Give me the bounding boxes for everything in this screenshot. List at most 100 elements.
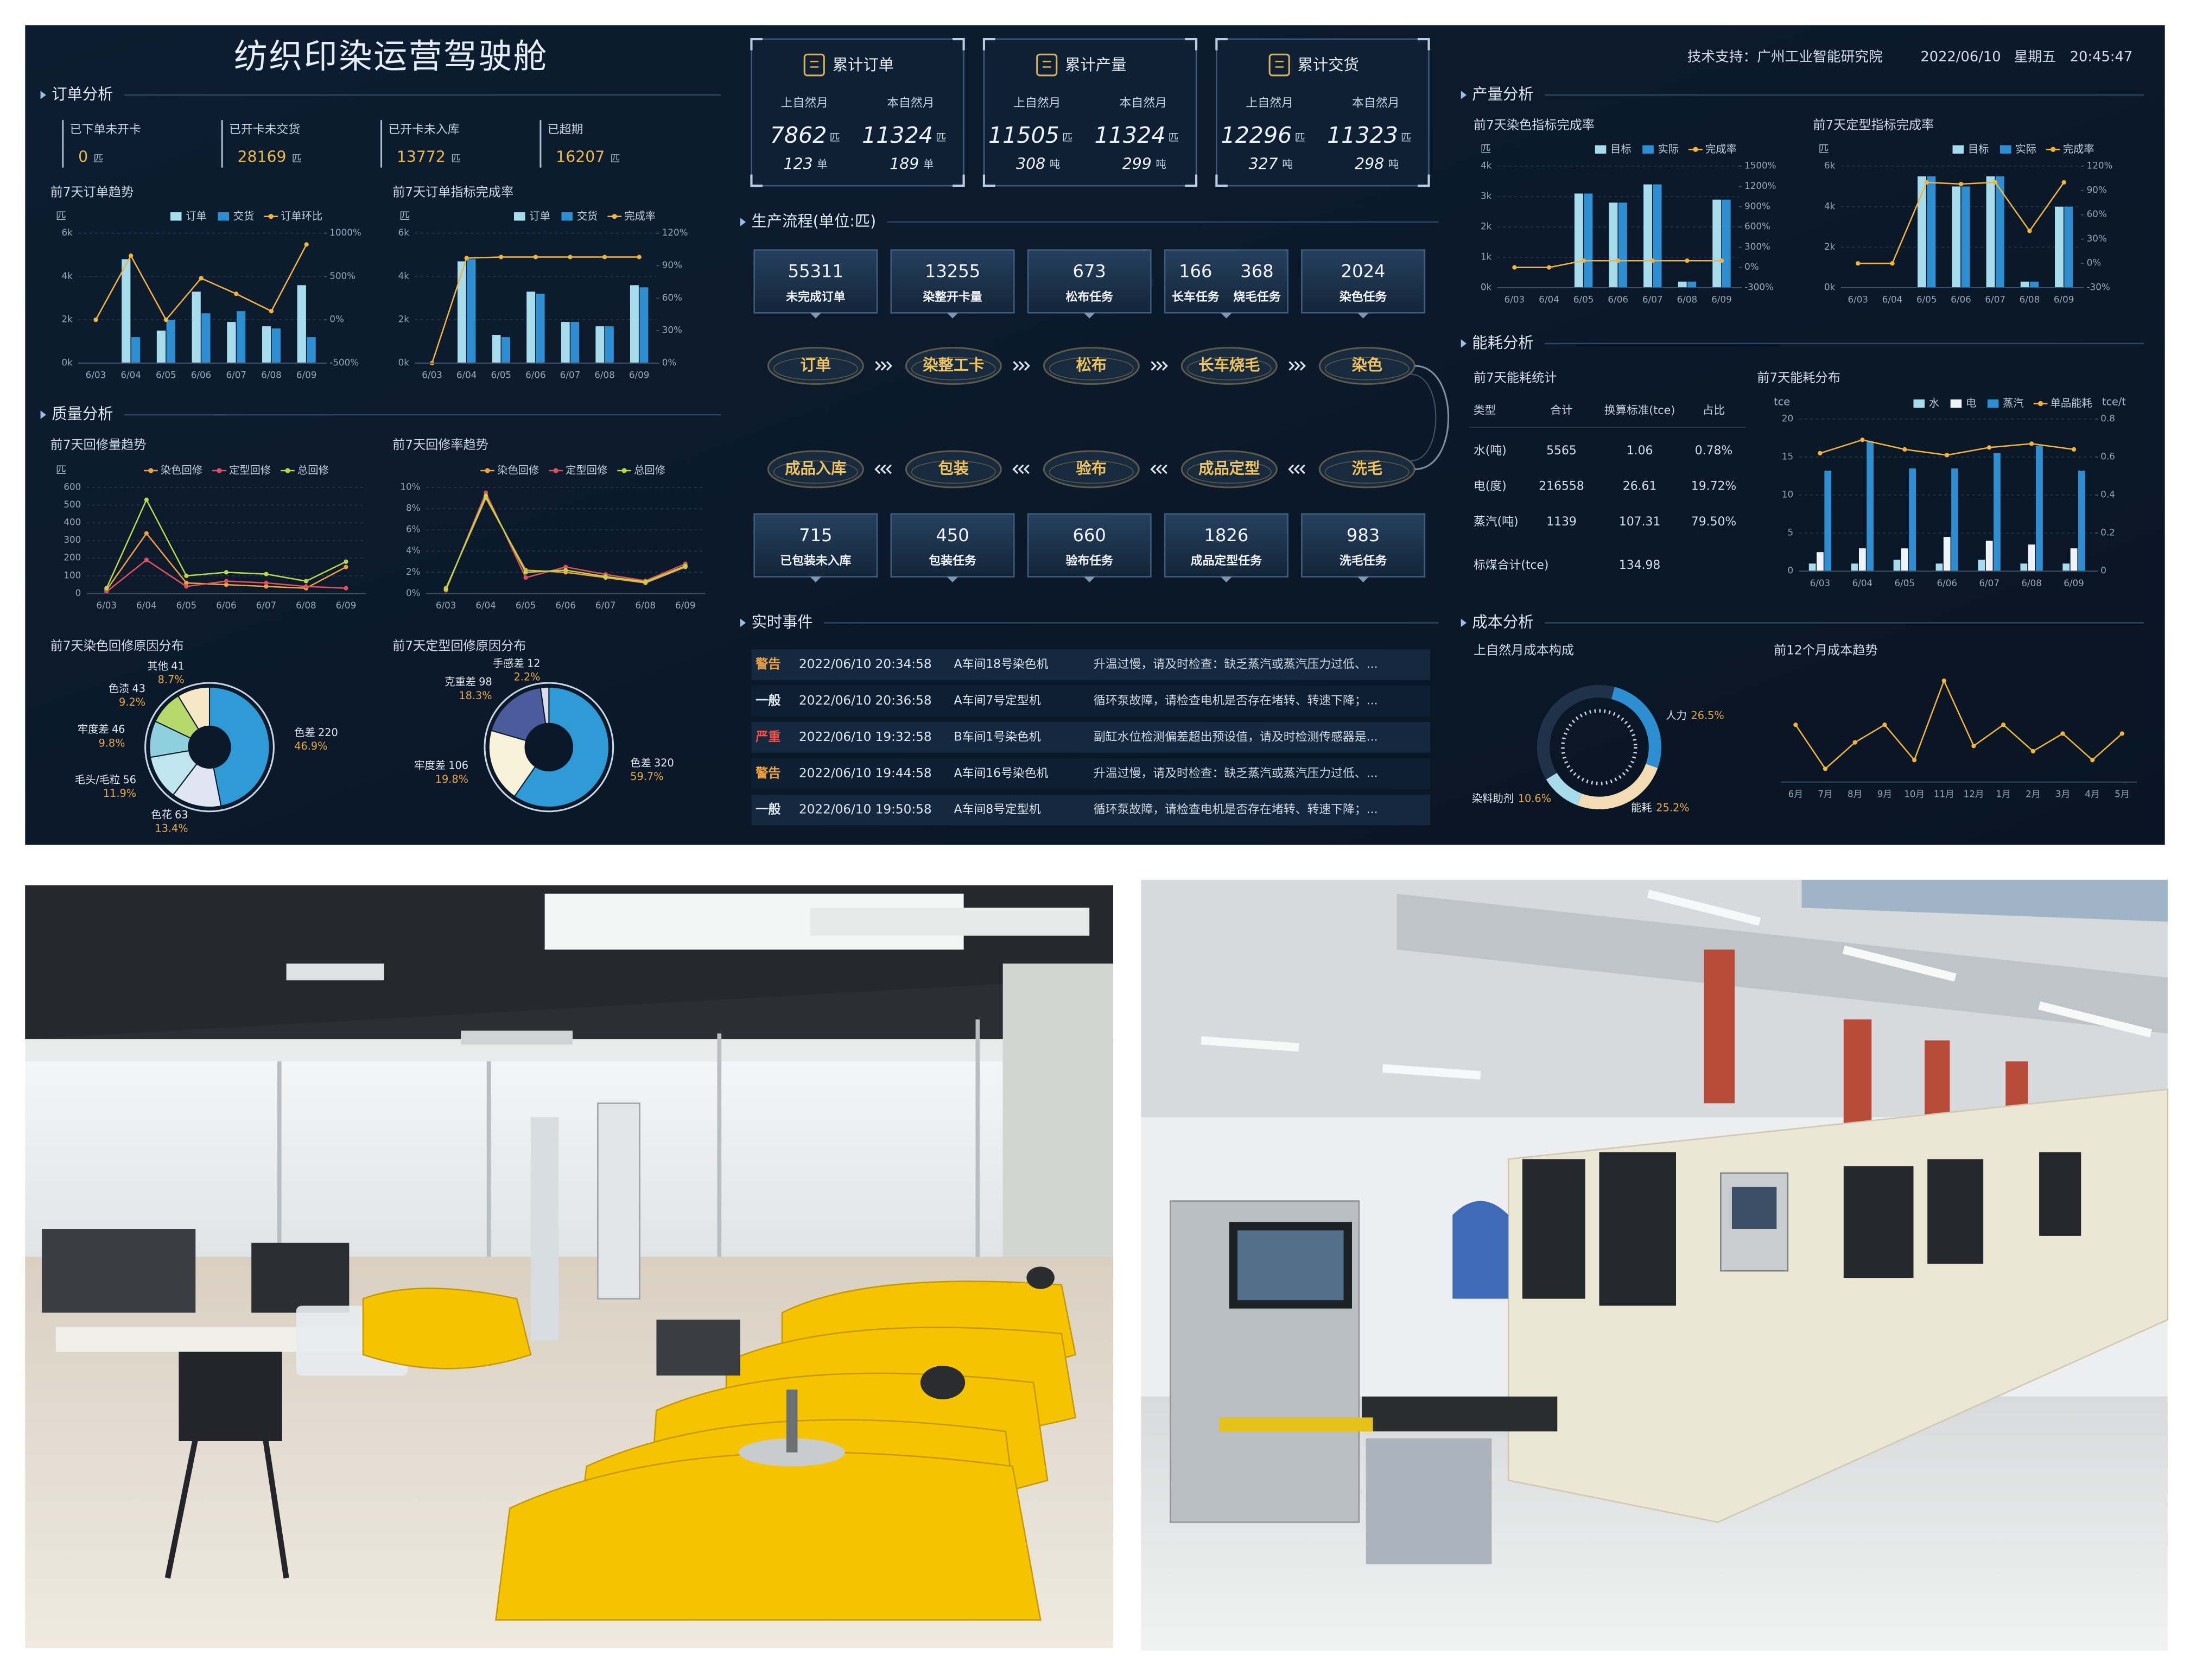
point bbox=[1512, 265, 1517, 270]
bar bbox=[2055, 206, 2064, 288]
axis-unit: 匹 bbox=[1481, 143, 1491, 155]
stage-node bbox=[1180, 347, 1278, 385]
chart-title: 前7天染色指标完成率 bbox=[1474, 118, 1595, 132]
stage-node bbox=[1318, 347, 1415, 385]
date-text: 2022/06/10 bbox=[1920, 49, 2001, 65]
kpi-label: 上自然月 bbox=[1013, 96, 1061, 110]
x-tick-label: 12月 bbox=[1963, 788, 1984, 799]
stage-label: 订单 bbox=[801, 356, 831, 374]
y-tick-label: 2% bbox=[406, 566, 421, 577]
kpi-unit: 匹 bbox=[1294, 131, 1305, 144]
y2-tick-label: 300% bbox=[1744, 241, 1770, 252]
kpi-label: 上自然月 bbox=[1246, 96, 1293, 110]
flow-label: 染色任务 bbox=[1340, 290, 1387, 304]
y2-tick-label: 0.4 bbox=[2100, 489, 2115, 500]
pie-value: 12 bbox=[527, 657, 541, 669]
kpi-corner bbox=[750, 174, 763, 187]
legend-label: 单品能耗 bbox=[2051, 397, 2092, 409]
point bbox=[1650, 258, 1655, 263]
legend-swatch bbox=[1913, 399, 1925, 408]
bar bbox=[605, 326, 614, 363]
table-cell: 79.50% bbox=[1691, 515, 1736, 529]
event-level: 严重 bbox=[756, 730, 780, 744]
flow-arrow bbox=[880, 361, 887, 371]
flow-box-tick bbox=[947, 576, 958, 582]
bar bbox=[502, 337, 510, 363]
event-row bbox=[751, 758, 1431, 789]
flow-label: 未完成订单 bbox=[786, 290, 845, 304]
stage-glow bbox=[911, 357, 996, 381]
event-machine: A车间7号定型机 bbox=[954, 694, 1041, 708]
bar bbox=[536, 294, 545, 363]
x-tick-label: 6/06 bbox=[1951, 294, 1971, 305]
flow-value: 673 bbox=[1073, 261, 1106, 282]
bar bbox=[2064, 206, 2073, 288]
legend-label: 订单环比 bbox=[281, 210, 322, 222]
kpi-icon bbox=[1042, 60, 1051, 68]
stage-glow bbox=[911, 460, 996, 484]
bar bbox=[492, 335, 501, 363]
legend-swatch bbox=[561, 212, 573, 221]
legend-label: 完成率 bbox=[624, 210, 656, 222]
event-time: 2022/06/10 19:44:58 bbox=[799, 766, 932, 781]
bar bbox=[1952, 186, 1961, 288]
flow-arrow bbox=[1023, 464, 1030, 474]
point bbox=[1616, 258, 1621, 263]
flow-box-tick bbox=[1357, 576, 1369, 582]
pie-percent: 19.8% bbox=[435, 773, 468, 785]
stage-node bbox=[767, 450, 864, 489]
flow-loop bbox=[1411, 373, 1437, 462]
flow-arrow bbox=[1288, 361, 1295, 371]
kpi-label: 上自然月 bbox=[781, 96, 828, 110]
point bbox=[523, 575, 528, 580]
flow-arrow bbox=[1024, 361, 1030, 371]
chart-title: 上自然月成本构成 bbox=[1474, 643, 1574, 657]
point bbox=[234, 291, 239, 296]
point bbox=[1912, 758, 1917, 763]
point bbox=[104, 589, 109, 594]
point bbox=[129, 253, 134, 258]
y2-tick-label: 0.8 bbox=[2100, 413, 2115, 423]
legend-swatch bbox=[285, 468, 290, 473]
flow-arrow bbox=[1293, 464, 1300, 474]
x-tick-label: 11月 bbox=[1934, 788, 1954, 799]
bar bbox=[2078, 471, 2085, 572]
flow-arrow bbox=[886, 361, 892, 371]
legend-swatch bbox=[1595, 145, 1607, 154]
flow-arrow bbox=[880, 464, 886, 474]
point bbox=[484, 490, 488, 495]
x-tick-label: 6/05 bbox=[1573, 294, 1594, 305]
office-photo bbox=[25, 885, 1113, 1648]
y2-tick-label: 600% bbox=[1744, 221, 1770, 232]
point bbox=[499, 255, 504, 259]
donut-value: 10.6% bbox=[1518, 792, 1551, 804]
point bbox=[603, 574, 608, 579]
bar bbox=[1653, 184, 1662, 288]
point bbox=[1860, 438, 1865, 442]
point bbox=[1546, 265, 1552, 270]
legend-label: 定型回修 bbox=[229, 464, 271, 477]
x-tick-label: 2月 bbox=[2026, 788, 2040, 799]
legend-swatch bbox=[218, 212, 229, 221]
event-message: 循环泵故障，请检查电机是否存在堵转、转速下降；... bbox=[1094, 694, 1378, 708]
bar bbox=[595, 326, 605, 363]
y-tick-label: 10% bbox=[400, 481, 420, 492]
bar bbox=[1817, 552, 1824, 572]
pie-percent: 8.7% bbox=[158, 674, 185, 686]
bar bbox=[2020, 281, 2029, 288]
y-tick-label: 0k bbox=[398, 357, 410, 367]
pie-label: 毛头/毛粒 56 bbox=[75, 774, 136, 786]
donut-label: 人力 26.5% bbox=[1666, 709, 1724, 721]
point bbox=[224, 582, 228, 587]
kpi-count: 327 bbox=[1249, 155, 1278, 173]
legend-swatch bbox=[1950, 399, 1962, 408]
kpi-unit: 匹 bbox=[830, 131, 840, 144]
point bbox=[184, 573, 189, 578]
bar bbox=[561, 322, 570, 363]
kpi-count: 189 bbox=[890, 155, 919, 173]
point bbox=[464, 256, 469, 261]
y2-tick-label: 900% bbox=[1744, 200, 1770, 211]
pie-name: 色差 bbox=[630, 757, 651, 769]
pie-name: 色差 bbox=[294, 726, 315, 738]
x-tick-label: 6/05 bbox=[1895, 578, 1915, 588]
